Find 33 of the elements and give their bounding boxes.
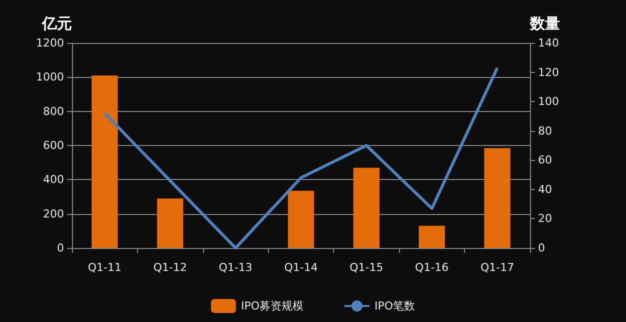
x-tick-label: Q1-16 <box>415 261 449 274</box>
legend-label: IPO笔数 <box>374 300 416 312</box>
x-tick-label: Q1-15 <box>350 261 384 274</box>
y-tick-label: 800 <box>43 104 64 118</box>
bar <box>418 226 445 248</box>
bar <box>157 198 184 248</box>
y-tick-label: 1200 <box>36 36 64 50</box>
y2-tick-label: 60 <box>538 154 552 167</box>
y2-tick-label: 100 <box>538 95 559 108</box>
bar <box>353 168 380 248</box>
y-tick-label: 200 <box>43 207 64 220</box>
y2-tick-label: 140 <box>538 36 559 50</box>
legend-label: IPO募资规模 <box>240 300 304 312</box>
y2-tick-label: 20 <box>538 212 552 226</box>
x-tick-label: Q1-13 <box>218 261 252 274</box>
bar <box>92 75 118 248</box>
bar <box>484 148 510 248</box>
x-tick-label: Q1-17 <box>480 261 514 274</box>
x-tick-label: Q1-12 <box>153 261 187 274</box>
x-tick-label: Q1-11 <box>88 261 122 274</box>
y2-tick-label: 80 <box>538 124 552 138</box>
y-tick-label: 400 <box>43 173 64 186</box>
y2-tick-label: 0 <box>538 242 545 254</box>
bar <box>288 190 314 248</box>
x-tick-label: Q1-14 <box>284 261 318 274</box>
y-tick-label: 1000 <box>36 70 64 84</box>
y-tick-label: 600 <box>43 139 64 152</box>
y-tick-label: 0 <box>57 242 64 254</box>
y-axis-title: 亿元 <box>41 14 72 32</box>
y2-tick-label: 120 <box>538 66 559 79</box>
y2-tick-label: 40 <box>538 182 552 196</box>
line-series <box>103 66 499 250</box>
y2-axis-title: 数量 <box>529 14 560 32</box>
